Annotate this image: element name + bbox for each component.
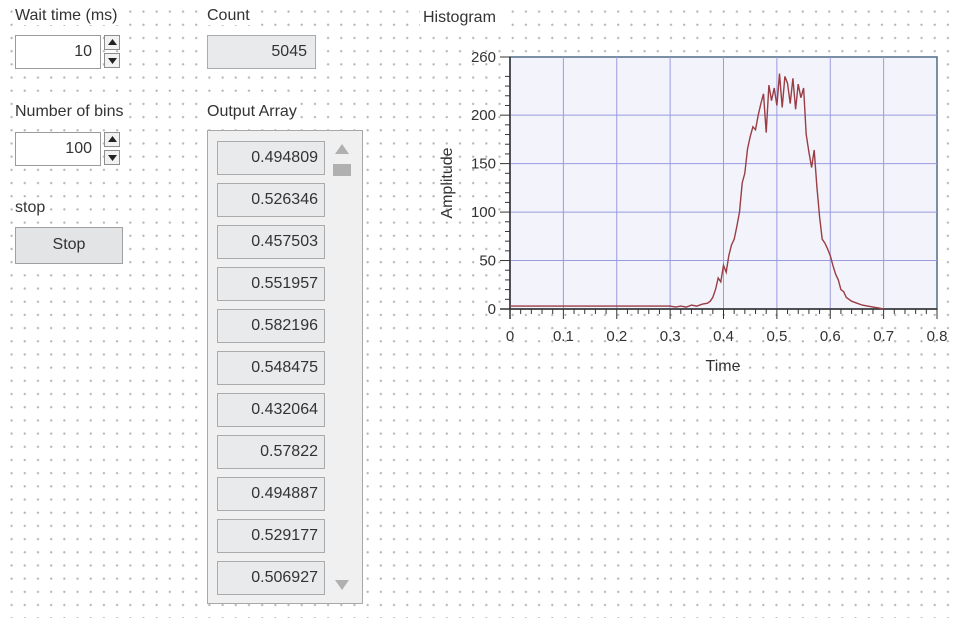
x-axis-label: Time <box>706 358 741 375</box>
arrow-up-icon <box>108 136 117 142</box>
chart-title: Histogram <box>423 9 496 26</box>
num-bins-increment-button[interactable] <box>104 132 120 147</box>
stop-button[interactable]: Stop <box>15 227 123 264</box>
num-bins-decrement-button[interactable] <box>104 150 120 165</box>
scroll-down-icon <box>335 580 349 590</box>
output-array-element: 0.529177 <box>217 519 325 553</box>
count-label: Count <box>205 7 252 25</box>
y-tick-label: 0 <box>488 301 496 318</box>
x-tick-label: 0 <box>506 328 514 345</box>
x-tick-label: 0.6 <box>820 328 841 345</box>
x-tick-label: 0.8 <box>927 328 948 345</box>
y-tick-label: 200 <box>471 107 496 124</box>
output-array-label: Output Array <box>205 103 299 121</box>
output-array-element: 0.506927 <box>217 561 325 595</box>
y-tick-label: 100 <box>471 204 496 221</box>
stop-label: stop <box>13 199 48 217</box>
output-array-element: 0.582196 <box>217 309 325 343</box>
output-array-element: 0.526346 <box>217 183 325 217</box>
x-tick-label: 0.4 <box>713 328 734 345</box>
output-array-element: 0.551957 <box>217 267 325 301</box>
y-tick-label: 50 <box>479 253 496 270</box>
output-array-element: 0.494809 <box>217 141 325 175</box>
scroll-up-icon <box>335 144 349 154</box>
arrow-down-icon <box>108 155 117 161</box>
scroll-thumb <box>333 164 351 176</box>
wait-time-spinner[interactable] <box>104 35 122 69</box>
wait-time-input[interactable]: 10 <box>15 35 101 69</box>
output-array-element: 0.457503 <box>217 225 325 259</box>
output-array-element: 0.57822 <box>217 435 325 469</box>
count-indicator: 5045 <box>207 35 316 69</box>
x-tick-label: 0.7 <box>873 328 894 345</box>
arrow-down-icon <box>108 58 117 64</box>
num-bins-spinner[interactable] <box>104 132 122 166</box>
output-array-element: 0.494887 <box>217 477 325 511</box>
y-axis-label: Amplitude <box>439 147 456 218</box>
output-array-element: 0.548475 <box>217 351 325 385</box>
output-array-element: 0.432064 <box>217 393 325 427</box>
x-tick-label: 0.3 <box>660 328 681 345</box>
wait-time-label: Wait time (ms) <box>13 7 120 25</box>
y-tick-label: 260 <box>471 49 496 66</box>
wait-time-decrement-button[interactable] <box>104 53 120 68</box>
arrow-up-icon <box>108 39 117 45</box>
output-array-scrollbar[interactable] <box>332 134 352 600</box>
histogram-series-line <box>510 73 884 310</box>
x-tick-label: 0.1 <box>553 328 574 345</box>
wait-time-increment-button[interactable] <box>104 35 120 50</box>
y-tick-label: 150 <box>471 156 496 173</box>
x-tick-label: 0.2 <box>606 328 627 345</box>
x-tick-label: 0.5 <box>766 328 787 345</box>
num-bins-label: Number of bins <box>13 103 126 121</box>
chart-title-bg <box>420 6 510 28</box>
num-bins-input[interactable]: 100 <box>15 132 101 166</box>
